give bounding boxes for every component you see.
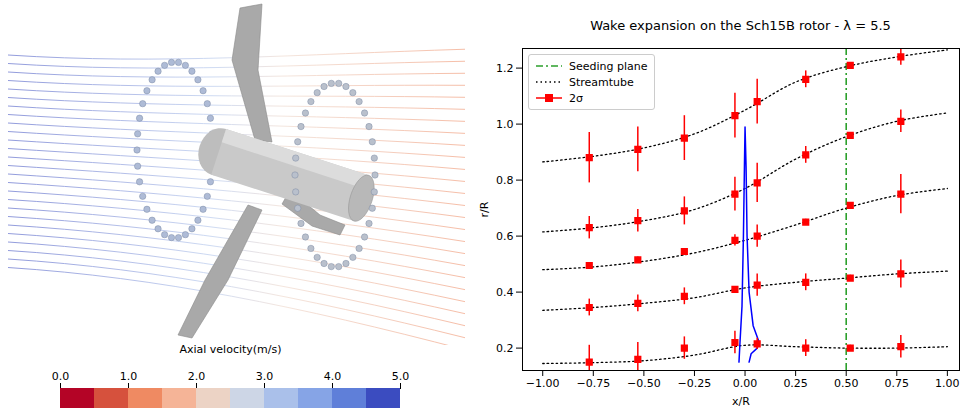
svg-text:−0.75: −0.75	[576, 377, 610, 390]
html-text:Streamtube: Streamtube	[569, 75, 634, 89]
svg-text:x/R: x/R	[732, 395, 750, 408]
svg-text:0.25: 0.25	[783, 377, 808, 390]
html-text:Seeding plane: Seeding plane	[569, 59, 648, 73]
svg-text:−0.50: −0.50	[627, 377, 661, 390]
svg-text:4.0: 4.0	[324, 370, 342, 383]
svg-text:0.6: 0.6	[496, 230, 514, 243]
svg-text:0.8: 0.8	[496, 174, 514, 187]
svg-text:0.0: 0.0	[52, 370, 70, 383]
svg-text:1.0: 1.0	[496, 118, 514, 131]
svg-text:2.0: 2.0	[188, 370, 206, 383]
svg-text:1.2: 1.2	[496, 62, 514, 75]
svg-text:Axial velocity(m/s): Axial velocity(m/s)	[179, 343, 281, 356]
svg-text:1.00: 1.00	[935, 377, 960, 390]
svg-text:3.0: 3.0	[256, 370, 274, 383]
svg-text:−0.25: −0.25	[678, 377, 712, 390]
html-text:2σ: 2σ	[569, 91, 583, 105]
html-text:Wake expansion on the Sch15B r: Wake expansion on the Sch15B rotor - λ =…	[590, 18, 891, 33]
svg-text:1.0: 1.0	[120, 370, 138, 383]
svg-text:−1.00: −1.00	[526, 377, 560, 390]
svg-text:0.75: 0.75	[885, 377, 910, 390]
svg-text:0.2: 0.2	[496, 342, 514, 355]
svg-text:r/R: r/R	[478, 201, 491, 217]
svg-text:0.4: 0.4	[496, 286, 514, 299]
svg-text:0.50: 0.50	[834, 377, 859, 390]
svg-text:5.0: 5.0	[392, 370, 410, 383]
svg-text:0.00: 0.00	[733, 377, 758, 390]
